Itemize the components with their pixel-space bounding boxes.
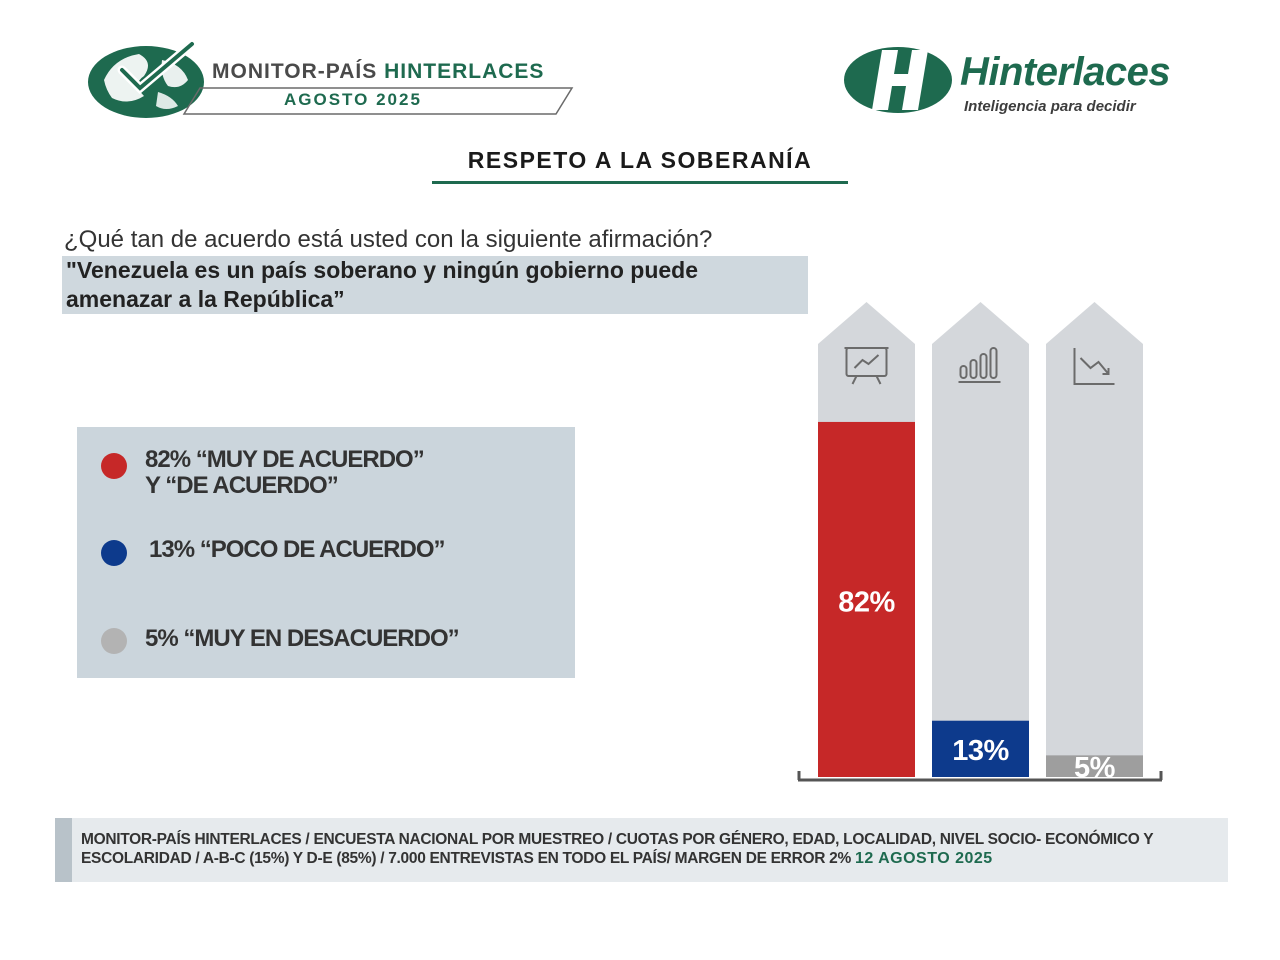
legend-agree-line1: 82% “MUY DE ACUERDO”: [145, 446, 425, 473]
monitor-title: MONITOR-PAÍS HINTERLACES: [212, 60, 544, 84]
monitor-date: AGOSTO 2025: [284, 90, 422, 109]
footer-date: 12 AGOSTO 2025: [854, 850, 993, 867]
survey-statement: "Venezuela es un país soberano y ningún …: [66, 257, 699, 312]
statement-box: "Venezuela es un país soberano y ningún …: [62, 256, 808, 314]
legend-dot-disagree: [101, 628, 127, 654]
footer-accent: [55, 818, 72, 882]
bar-track: [932, 302, 1029, 777]
bar-track: [1046, 302, 1143, 777]
presentation-chart-icon: [844, 347, 889, 385]
brand-tagline: Inteligencia para decidir: [964, 98, 1136, 115]
legend-dot-agree: [101, 453, 127, 479]
monitor-title-part2: HINTERLACES: [384, 60, 545, 83]
legend-item-disagree: 5% “MUY EN DESACUERDO”: [145, 625, 460, 652]
bar-chart: 82% 13% 5%: [797, 302, 1163, 784]
footer-bar: MONITOR-PAÍS HINTERLACES / ENCUESTA NACI…: [55, 818, 1228, 882]
legend-item-agree: 82% “MUY DE ACUERDO” Y “DE ACUERDO”: [145, 446, 425, 499]
bar-2: [932, 720, 1029, 777]
brand-name: Hinterlaces: [960, 50, 1171, 94]
legend-box: 82% “MUY DE ACUERDO” Y “DE ACUERDO” 13% …: [77, 427, 575, 678]
hinterlaces-logo: Hinterlaces Inteligencia para decidir: [842, 40, 1242, 124]
survey-question: ¿Qué tan de acuerdo está usted con la si…: [64, 226, 713, 253]
footer-text: MONITOR-PAÍS HINTERLACES / ENCUESTA NACI…: [81, 831, 1154, 867]
legend-dot-somewhat: [101, 540, 127, 566]
declining-chart-icon: [1073, 348, 1115, 385]
monitor-title-part1: MONITOR-PAÍS: [212, 60, 378, 83]
monitor-pais-logo: MONITOR-PAÍS HINTERLACES AGOSTO 2025: [84, 40, 584, 124]
legend-agree-line2: Y “DE ACUERDO”: [145, 472, 339, 499]
section-title: RESPETO A LA SOBERANÍA: [467, 147, 813, 173]
bar-1: [818, 421, 915, 777]
title-underline: [432, 181, 848, 184]
bar-3: [1046, 755, 1143, 777]
hinterlaces-h-icon: [844, 47, 952, 113]
bar-value-label: 13%: [952, 735, 1009, 767]
footer-methodology: MONITOR-PAÍS HINTERLACES / ENCUESTA NACI…: [81, 830, 1226, 868]
legend-item-somewhat: 13% “POCO DE ACUERDO”: [149, 536, 445, 563]
globe-check-icon: [88, 40, 204, 118]
bar-levels-icon: [958, 347, 1001, 383]
date-banner: [182, 87, 574, 115]
bar-value-label: 82%: [838, 586, 895, 618]
